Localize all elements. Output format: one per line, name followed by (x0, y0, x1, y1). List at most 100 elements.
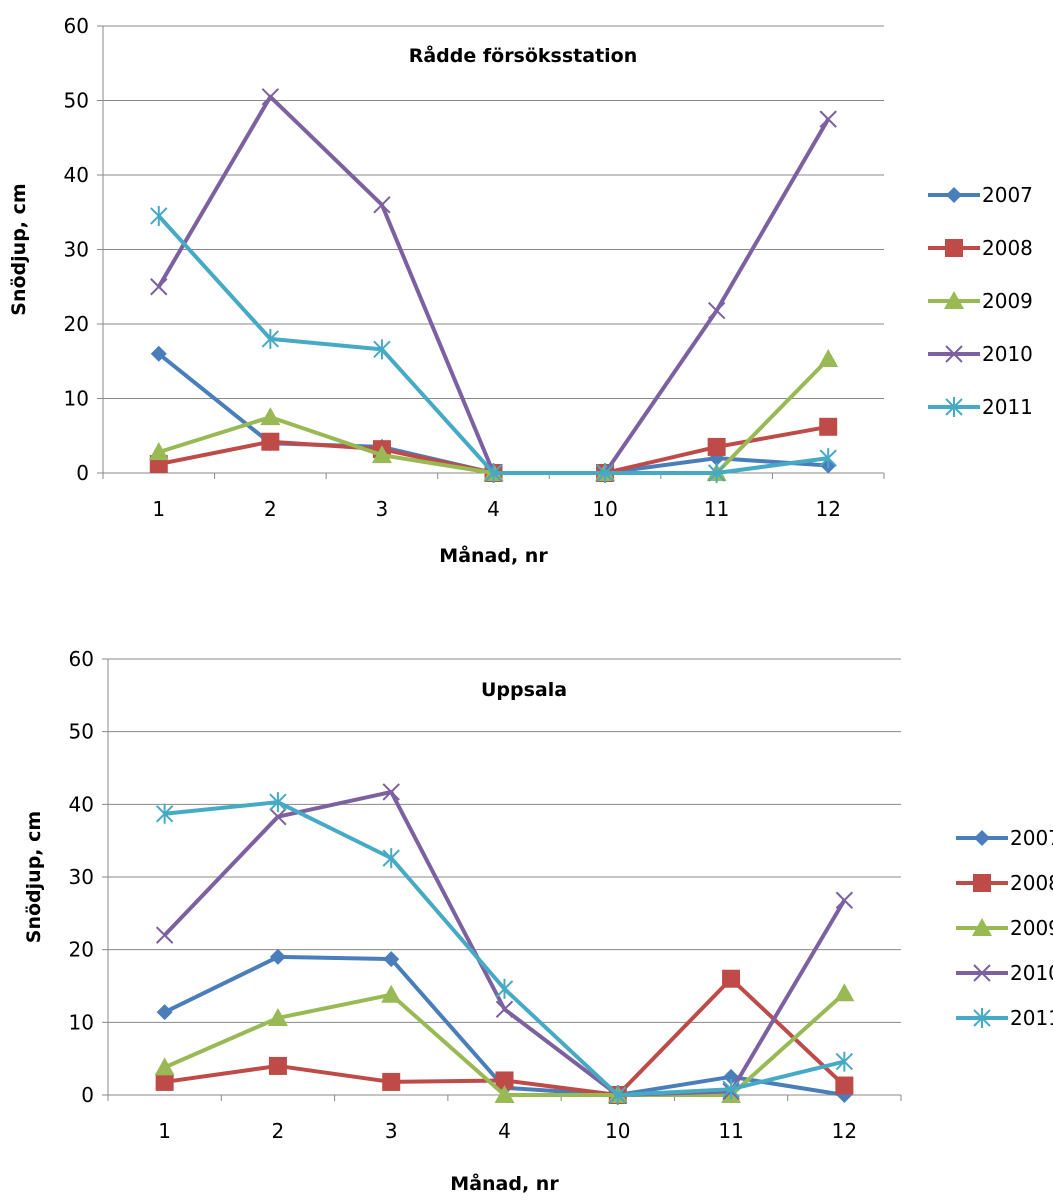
data-point (150, 345, 167, 362)
data-point (818, 349, 839, 368)
legend-label: 2010 (982, 342, 1033, 366)
series-line-2007 (157, 352, 829, 475)
data-point (148, 442, 169, 461)
y-tick-label: 10 (64, 387, 89, 411)
series-line-2011 (164, 800, 845, 1097)
legend-label: 2011 (982, 395, 1033, 419)
series-2011 (150, 205, 837, 483)
legend-marker (946, 187, 962, 203)
legend-marker (972, 918, 992, 936)
x-tick-label: 4 (498, 1119, 511, 1143)
legend-item-2008: 2008 (928, 236, 1033, 260)
data-point (371, 445, 392, 464)
chart-radde: 0 10 20 30 40 50 60 1 2 3 4 10 11 12 Rådde försöksstat… (0, 0, 1053, 600)
y-tick-label: 30 (64, 238, 89, 262)
data-point (155, 803, 174, 824)
data-point (707, 437, 726, 456)
data-point (383, 951, 400, 968)
series-line-2009 (158, 357, 830, 475)
data-point (155, 926, 174, 944)
y-tick-label: 20 (69, 938, 94, 962)
legend-marker (973, 874, 991, 892)
y-tick-label: 20 (64, 312, 89, 336)
chart-uppsala: 0 10 20 30 40 50 60 1 2 3 4 10 11 12 Uppsala Månad, nr S… (0, 640, 1053, 1200)
legend-item-2010: 2010 (928, 342, 1033, 366)
x-tick-label: 10 (605, 1119, 630, 1143)
legend-item-2010: 2010 (956, 961, 1053, 985)
data-point (155, 1072, 174, 1091)
x-tick-label: 12 (832, 1119, 857, 1143)
legend-marker (973, 964, 991, 982)
data-point (819, 448, 837, 469)
data-point (268, 1056, 287, 1075)
data-point (382, 783, 400, 801)
y-tick-label: 60 (69, 647, 94, 671)
data-point (835, 891, 854, 909)
y-tick-label: 50 (64, 89, 89, 113)
data-point (707, 301, 726, 320)
legend-item-2008: 2008 (956, 871, 1053, 895)
data-point (819, 417, 838, 436)
data-point (495, 978, 514, 999)
series-2007 (150, 345, 837, 481)
data-point (154, 1057, 175, 1076)
x-axis-label: Månad, nr (450, 1171, 559, 1195)
legend-marker (974, 830, 990, 846)
y-tick-label: 30 (69, 865, 94, 889)
y-tick-label: 40 (64, 163, 89, 187)
y-axis-label: Snödjup, cm (23, 811, 45, 943)
x-axis-label: Månad, nr (439, 543, 548, 567)
y-tick-label: 0 (81, 1083, 94, 1107)
chart-title: Rådde försöksstation (409, 43, 638, 67)
legend-marker (945, 397, 963, 417)
legend-item-2011: 2011 (956, 1006, 1053, 1030)
data-point (267, 1007, 288, 1026)
series-line-2010 (163, 789, 847, 1097)
y-tick-label: 0 (76, 461, 89, 485)
data-point (707, 463, 726, 483)
data-point (373, 196, 391, 214)
data-point (382, 848, 400, 869)
data-point (269, 948, 286, 965)
x-tick-label: 2 (264, 497, 277, 521)
data-point (269, 792, 287, 813)
data-point (261, 88, 280, 106)
data-point (150, 205, 168, 226)
x-tick-label: 11 (704, 497, 729, 521)
data-point (373, 339, 391, 360)
legend-item-2009: 2009 (956, 916, 1053, 940)
data-point (495, 1000, 514, 1018)
x-tick-label: 2 (272, 1119, 285, 1143)
data-point (156, 1004, 173, 1021)
legend-marker (945, 345, 963, 363)
legend-label: 2007 (982, 183, 1033, 207)
data-point (596, 463, 614, 483)
x-tick-label: 3 (376, 497, 389, 521)
legend-label: 2007 (1010, 826, 1053, 850)
y-tick-label: 40 (69, 792, 94, 816)
legend-label: 2009 (1010, 916, 1053, 940)
y-tick-label: 10 (69, 1010, 94, 1034)
legend-item-2007: 2007 (928, 183, 1033, 207)
data-point (261, 328, 280, 349)
data-point (269, 807, 287, 826)
data-point (722, 1079, 740, 1100)
x-tick-label: 12 (815, 497, 840, 521)
y-tick-label: 60 (64, 14, 89, 38)
data-point (835, 1051, 854, 1072)
x-tick-label: 1 (152, 497, 165, 521)
legend-marker (945, 239, 963, 257)
legend-label: 2009 (982, 289, 1033, 313)
data-point (494, 1085, 515, 1103)
x-tick-label: 10 (592, 497, 617, 521)
data-point (381, 984, 402, 1003)
data-point (261, 432, 280, 451)
data-point (834, 983, 855, 1002)
data-point (722, 969, 741, 988)
x-tick-label: 3 (385, 1119, 398, 1143)
data-point (723, 1068, 740, 1085)
data-point (609, 1085, 627, 1105)
legend-label: 2008 (982, 236, 1033, 260)
legend-marker (973, 1008, 991, 1028)
